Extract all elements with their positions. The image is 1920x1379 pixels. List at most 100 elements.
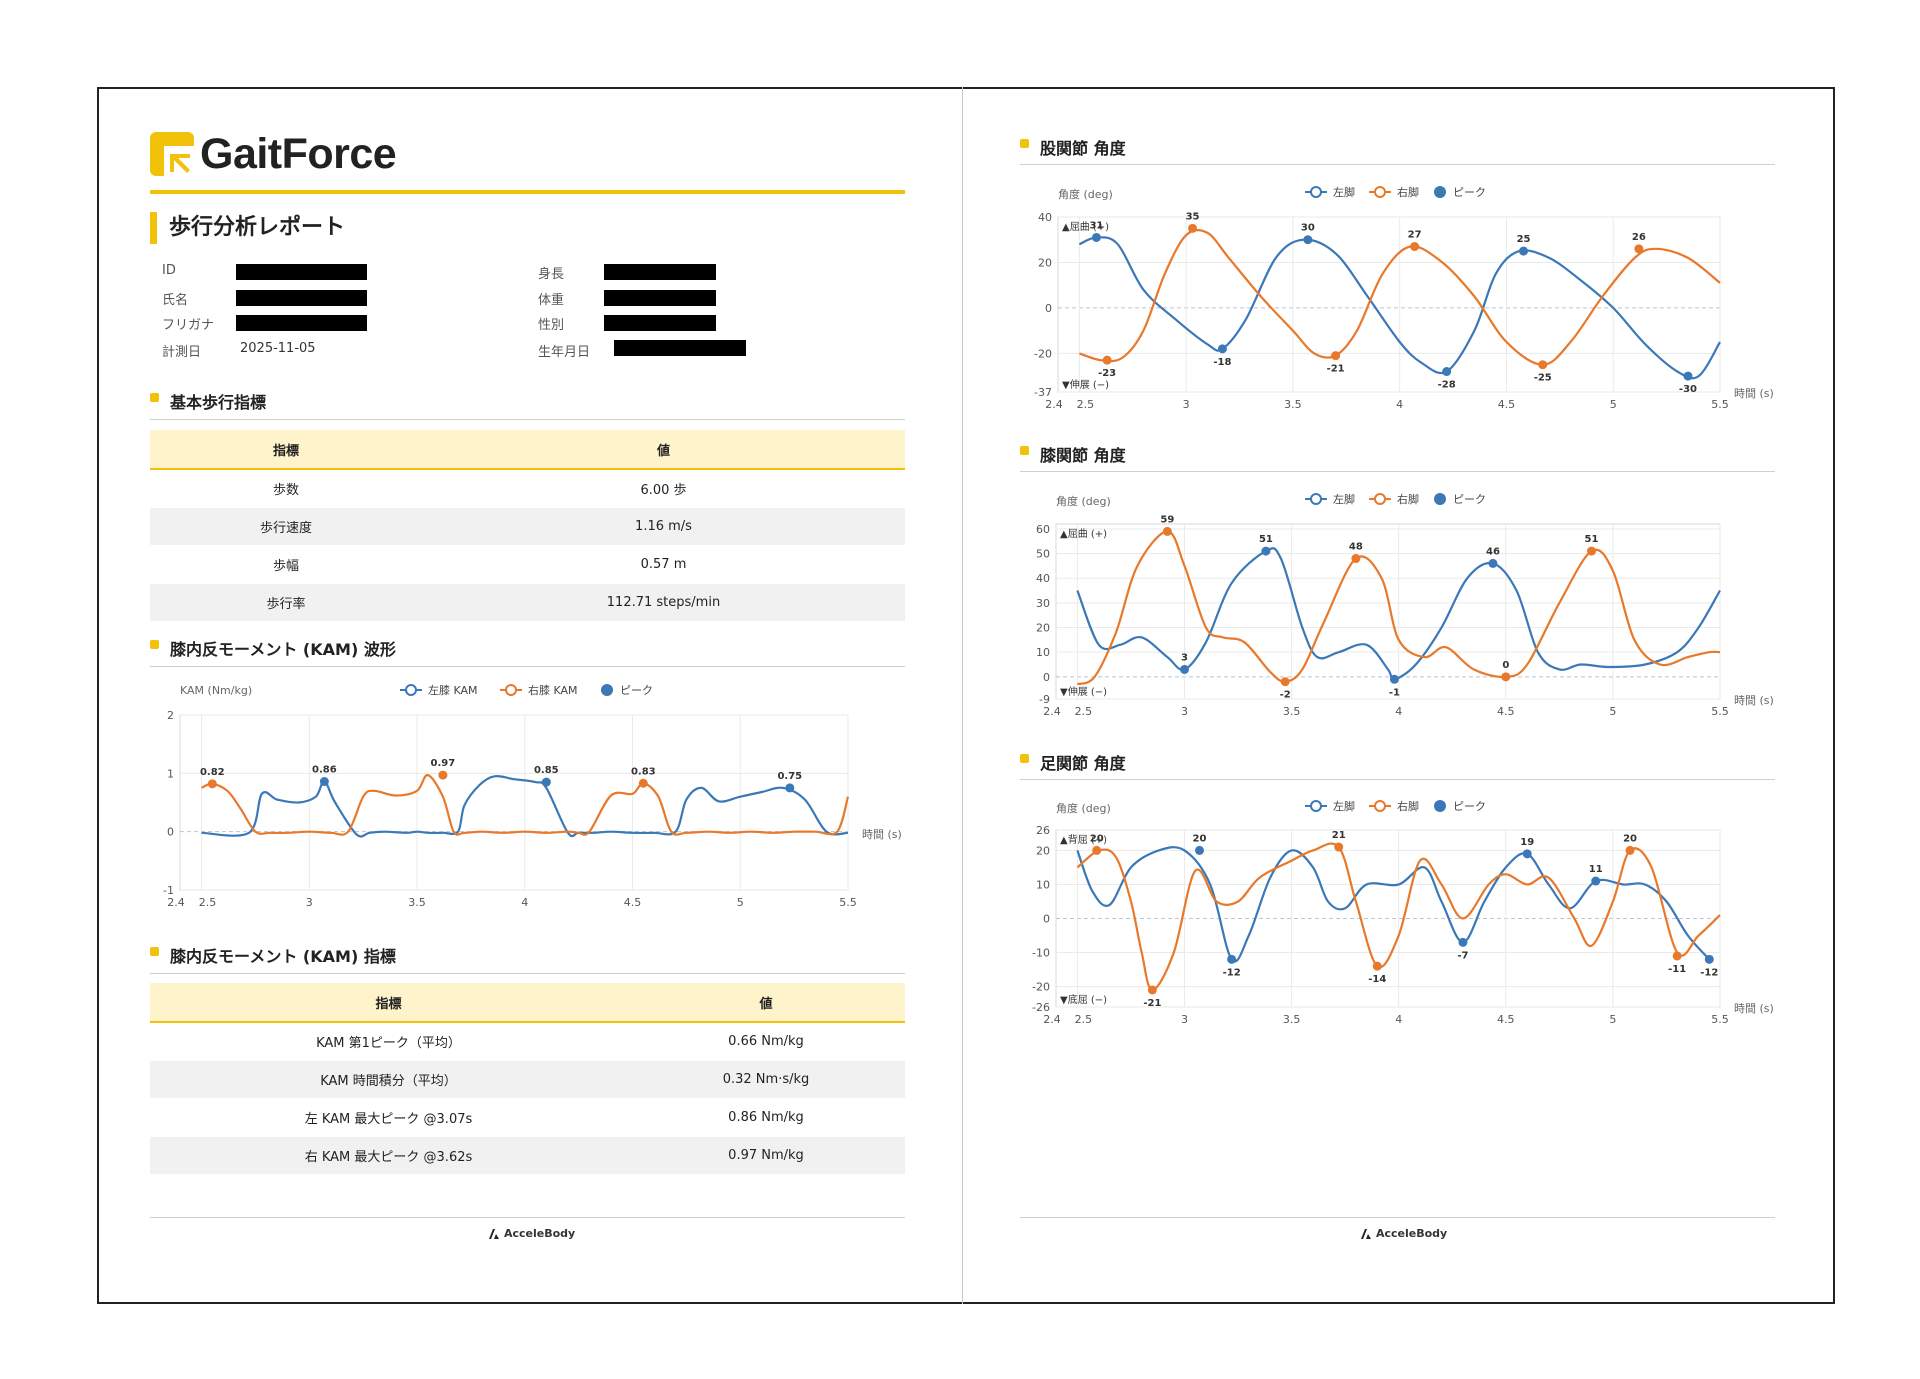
- y-tick-label: 0: [1043, 671, 1050, 684]
- x-tick-label: 4: [1395, 1013, 1402, 1026]
- peak-label: 59: [1160, 514, 1174, 525]
- section-knee-title: 膝関節 角度: [1020, 442, 1126, 466]
- x-tick-label: 2.4: [1045, 398, 1063, 411]
- x-tick-label: 5: [1610, 398, 1617, 411]
- x-tick-label: 4.5: [1498, 398, 1516, 411]
- x-tick-label: 4.5: [1497, 705, 1515, 718]
- peak-label: 19: [1520, 837, 1534, 848]
- y-tick-label: 0: [1045, 302, 1052, 315]
- peak-label: 51: [1585, 534, 1599, 545]
- y-tick-label: 26: [1036, 824, 1050, 837]
- plot-area: [179, 714, 849, 891]
- peak-label: -23: [1098, 368, 1116, 379]
- kam-waveform-chart: -1 0 1 2 2.4 2.5 3 3.5 4 4.5 5 5.5 KAM (Nm/kg) 時間 (s)…: [163, 683, 902, 909]
- x-tick-label: 3.5: [1284, 398, 1302, 411]
- legend-marker: [1374, 186, 1386, 198]
- peak-marker: [1303, 235, 1313, 245]
- peak-marker: [1488, 558, 1498, 568]
- legend-marker: [1434, 800, 1446, 812]
- x-tick-label: 2.5: [1077, 398, 1095, 411]
- x-tick-label: 5.5: [1711, 705, 1729, 718]
- info-label-name: 氏名: [162, 293, 189, 308]
- hip-angle-chart: -37 -20 0 20 40 2.4 2.5 3 3.5 4 4.5 5 5.5 角度 (deg) 時間 …: [1034, 185, 1774, 411]
- x-axis-label: 時間 (s): [1734, 694, 1774, 707]
- page-divider: [962, 87, 963, 1304]
- x-tick-label: 5: [1609, 1013, 1616, 1026]
- series-right-line: [1076, 530, 1721, 686]
- peak-label: 20: [1090, 833, 1104, 844]
- redacted-weight: [604, 290, 716, 306]
- peak-marker: [207, 779, 217, 789]
- peak-marker: [1458, 937, 1468, 947]
- peak-marker: [1442, 367, 1452, 377]
- col-header-metric: 指標: [150, 983, 627, 1023]
- redacted-sex: [604, 315, 716, 331]
- legend-item: ピーク: [1434, 800, 1486, 813]
- y-tick-label: 30: [1036, 597, 1050, 610]
- y-tick-label: -20: [1032, 981, 1050, 994]
- peak-label: 51: [1259, 534, 1273, 545]
- cell-metric: 歩行速度: [150, 507, 422, 546]
- x-tick-label: 4: [1396, 398, 1403, 411]
- legend-item: 左脚: [1305, 185, 1355, 199]
- x-axis-label: 時間 (s): [1734, 387, 1774, 400]
- legend-label: ピーク: [1453, 800, 1486, 813]
- section-rule: [150, 419, 905, 420]
- table-row: 歩数 6.00 歩: [150, 469, 905, 508]
- cell-metric: 歩数: [150, 469, 422, 508]
- y-tick-label: 20: [1038, 256, 1052, 269]
- col-header-value: 値: [627, 983, 905, 1023]
- peak-marker: [438, 770, 448, 780]
- cell-value: 0.86 Nm/kg: [627, 1098, 905, 1137]
- peak-label: 0.97: [431, 758, 456, 769]
- legend-label: 右膝 KAM: [528, 683, 578, 697]
- legend-item: 左脚: [1305, 492, 1355, 506]
- redacted-height: [604, 264, 716, 280]
- peak-label: 11: [1589, 864, 1603, 875]
- peak-label: 0.85: [534, 765, 559, 776]
- footer-left: AcceleBody: [488, 1227, 575, 1240]
- x-axis-label: 時間 (s): [1734, 1002, 1774, 1015]
- x-tick-label: 3: [1183, 398, 1190, 411]
- x-tick-label: 2.5: [1075, 1013, 1093, 1026]
- legend-label: ピーク: [620, 684, 653, 697]
- peak-label: -28: [1438, 380, 1456, 391]
- acceleboday-logo-icon: [1361, 1228, 1371, 1239]
- peak-label: 27: [1408, 230, 1422, 241]
- cell-value: 0.66 Nm/kg: [627, 1022, 905, 1061]
- logo-rule: [150, 190, 905, 194]
- peak-marker: [1372, 961, 1382, 971]
- legend-marker: [1310, 493, 1322, 505]
- peak-label: 26: [1632, 232, 1646, 243]
- cell-value: 112.71 steps/min: [422, 583, 905, 622]
- cell-metric: 歩幅: [150, 545, 422, 584]
- info-label-height: 身長: [538, 267, 565, 282]
- redacted-furigana: [236, 315, 367, 331]
- peak-label: -21: [1143, 998, 1161, 1009]
- legend-item: ピーク: [1434, 493, 1486, 506]
- info-label-sex: 性別: [538, 318, 565, 333]
- y-axis-label: 角度 (deg): [1058, 187, 1113, 201]
- redacted-id: [236, 264, 367, 280]
- peak-label: 46: [1486, 546, 1500, 557]
- legend-item: ピーク: [1434, 186, 1486, 199]
- peak-marker: [1334, 842, 1344, 852]
- report-title: 歩行分析レポート: [150, 212, 345, 244]
- cell-value: 6.00 歩: [422, 469, 905, 508]
- y-tick-label: -10: [1032, 947, 1050, 960]
- legend-label: 右脚: [1397, 799, 1419, 813]
- info-label-id: ID: [162, 263, 176, 278]
- table-row: 左 KAM 最大ピーク @3.07s 0.86 Nm/kg: [150, 1098, 905, 1137]
- peak-marker: [1410, 242, 1420, 252]
- report-frame: [97, 87, 1835, 1304]
- legend-label: 左脚: [1333, 799, 1355, 813]
- x-tick-label: 5.5: [839, 896, 857, 909]
- peak-label: 30: [1301, 223, 1315, 234]
- peak-marker: [638, 778, 648, 788]
- cell-value: 1.16 m/s: [422, 507, 905, 546]
- cell-metric: KAM 時間積分（平均）: [150, 1060, 627, 1099]
- legend-label: 右脚: [1397, 185, 1419, 199]
- x-tick-label: 4: [1395, 705, 1402, 718]
- positive-direction-label: ▲屈曲 (+): [1062, 221, 1109, 233]
